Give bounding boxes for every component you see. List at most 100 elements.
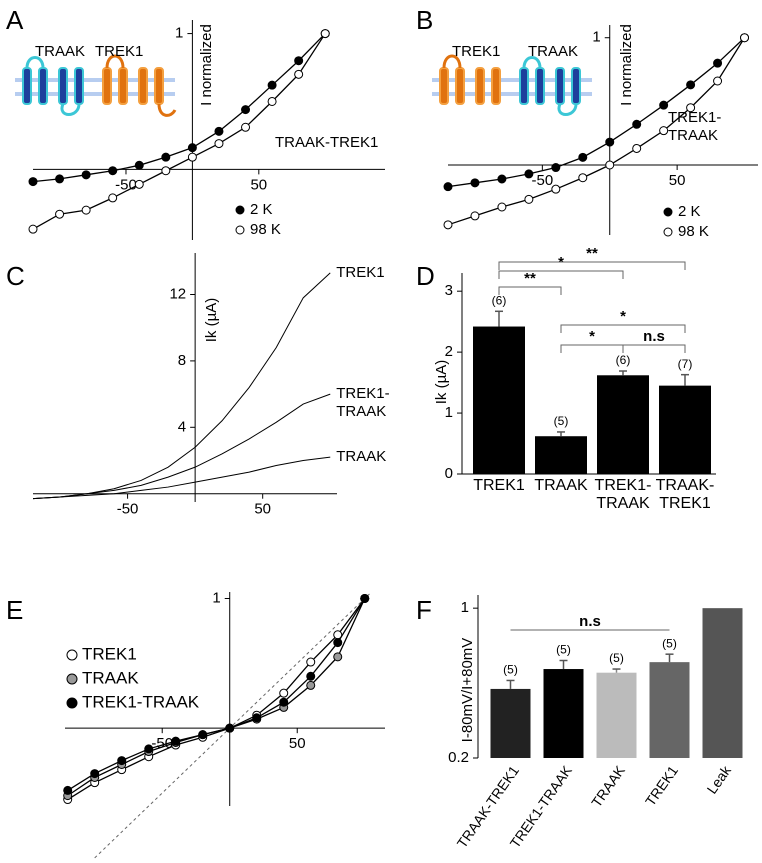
data-point (443, 182, 453, 192)
data-point (333, 638, 343, 648)
data-point (267, 96, 277, 106)
bar (490, 688, 531, 758)
data-point (171, 736, 181, 746)
series-line (32, 456, 331, 500)
bar (543, 669, 584, 758)
legend-marker (66, 697, 78, 709)
data-point (524, 169, 534, 179)
x-tick-label: TRAAK-TREK1 (656, 477, 715, 512)
panel-letter: D (416, 261, 435, 291)
y-tick-label: 12 (169, 285, 186, 302)
schematic-label: TRAAK (35, 43, 85, 60)
x-tick-label: TRAAK (588, 762, 628, 810)
data-point (551, 163, 561, 173)
data-point (28, 177, 38, 187)
n-label: (5) (503, 663, 518, 677)
y-tick-label: 1 (175, 25, 183, 42)
data-point (320, 29, 330, 39)
data-point (279, 688, 289, 698)
schematic-label: TREK1 (452, 43, 500, 60)
n-label: (6) (616, 353, 631, 367)
data-point (713, 58, 723, 68)
data-point (470, 178, 480, 188)
legend-label: TREK1-TRAAK (82, 692, 200, 711)
series-label: TRAAK (336, 448, 386, 465)
panel-letter: B (416, 5, 433, 35)
data-point (294, 69, 304, 79)
y-tick-label: 4 (178, 418, 186, 435)
x-tick-label: Leak (703, 762, 734, 797)
data-point (117, 756, 127, 766)
data-point (713, 76, 723, 86)
n-label: (7) (678, 357, 693, 371)
x-tick-label: 50 (254, 501, 271, 518)
data-point (306, 671, 316, 681)
legend-marker (66, 649, 78, 661)
legend-marker (66, 673, 78, 685)
data-point (81, 205, 91, 215)
legend-marker (235, 205, 245, 215)
series-line (32, 33, 326, 230)
panel-letter: C (6, 261, 25, 291)
x-tick-label: -50 (115, 176, 137, 193)
legend-label: 98 K (250, 221, 281, 238)
data-point (134, 179, 144, 189)
x-tick-label: TREK1 (473, 477, 525, 494)
panel-letter: A (6, 5, 24, 35)
data-point (252, 713, 262, 723)
data-point (333, 652, 343, 662)
significance-bracket (560, 324, 686, 333)
y-tick-label: 1 (212, 589, 220, 606)
significance-label: ** (586, 245, 598, 262)
data-point (740, 33, 750, 43)
y-tick-label: 0.2 (448, 749, 469, 766)
schematic-label: TRAAK (528, 43, 578, 60)
significance-bracket (498, 270, 624, 279)
y-tick-label: 2 (445, 343, 453, 360)
series-line (32, 272, 331, 500)
data-point (267, 80, 277, 90)
y-tick-label: 1 (461, 599, 469, 616)
y-tick-label: 1 (445, 404, 453, 421)
legend-label: 98 K (678, 223, 709, 240)
data-point (605, 137, 615, 147)
significance-bracket (498, 286, 562, 295)
legend-marker (235, 225, 245, 235)
data-point (214, 126, 224, 136)
data-point (497, 202, 507, 212)
legend-marker (663, 207, 673, 217)
y-tick-label: 1 (592, 29, 600, 46)
x-tick-label: 50 (250, 176, 267, 193)
data-point (144, 744, 154, 754)
significance-label: * (620, 308, 626, 325)
data-point (686, 103, 696, 113)
annotation: TREK1-TRAAK (668, 109, 721, 144)
legend-label: 2 K (678, 203, 701, 220)
data-point (279, 697, 289, 707)
data-point (524, 194, 534, 204)
data-point (578, 173, 588, 183)
x-tick-label: -50 (532, 172, 554, 189)
y-axis-label: I normalized (198, 24, 215, 106)
x-tick-label: -50 (117, 501, 139, 518)
legend-label: TRAAK (82, 668, 139, 687)
data-point (470, 211, 480, 221)
series-line (32, 393, 331, 500)
bar (597, 375, 649, 474)
data-point (443, 220, 453, 230)
legend-label: 2 K (250, 201, 273, 218)
data-point (214, 139, 224, 149)
data-point (63, 785, 73, 795)
n-label: (5) (556, 643, 571, 657)
data-point (659, 126, 669, 136)
data-point (632, 119, 642, 129)
data-point (241, 105, 251, 115)
data-point (134, 160, 144, 170)
bar (473, 326, 525, 474)
reference-line (94, 591, 372, 859)
significance-bracket (560, 344, 624, 353)
n-label: (5) (554, 414, 569, 428)
bar (535, 436, 587, 474)
data-point (306, 680, 316, 690)
